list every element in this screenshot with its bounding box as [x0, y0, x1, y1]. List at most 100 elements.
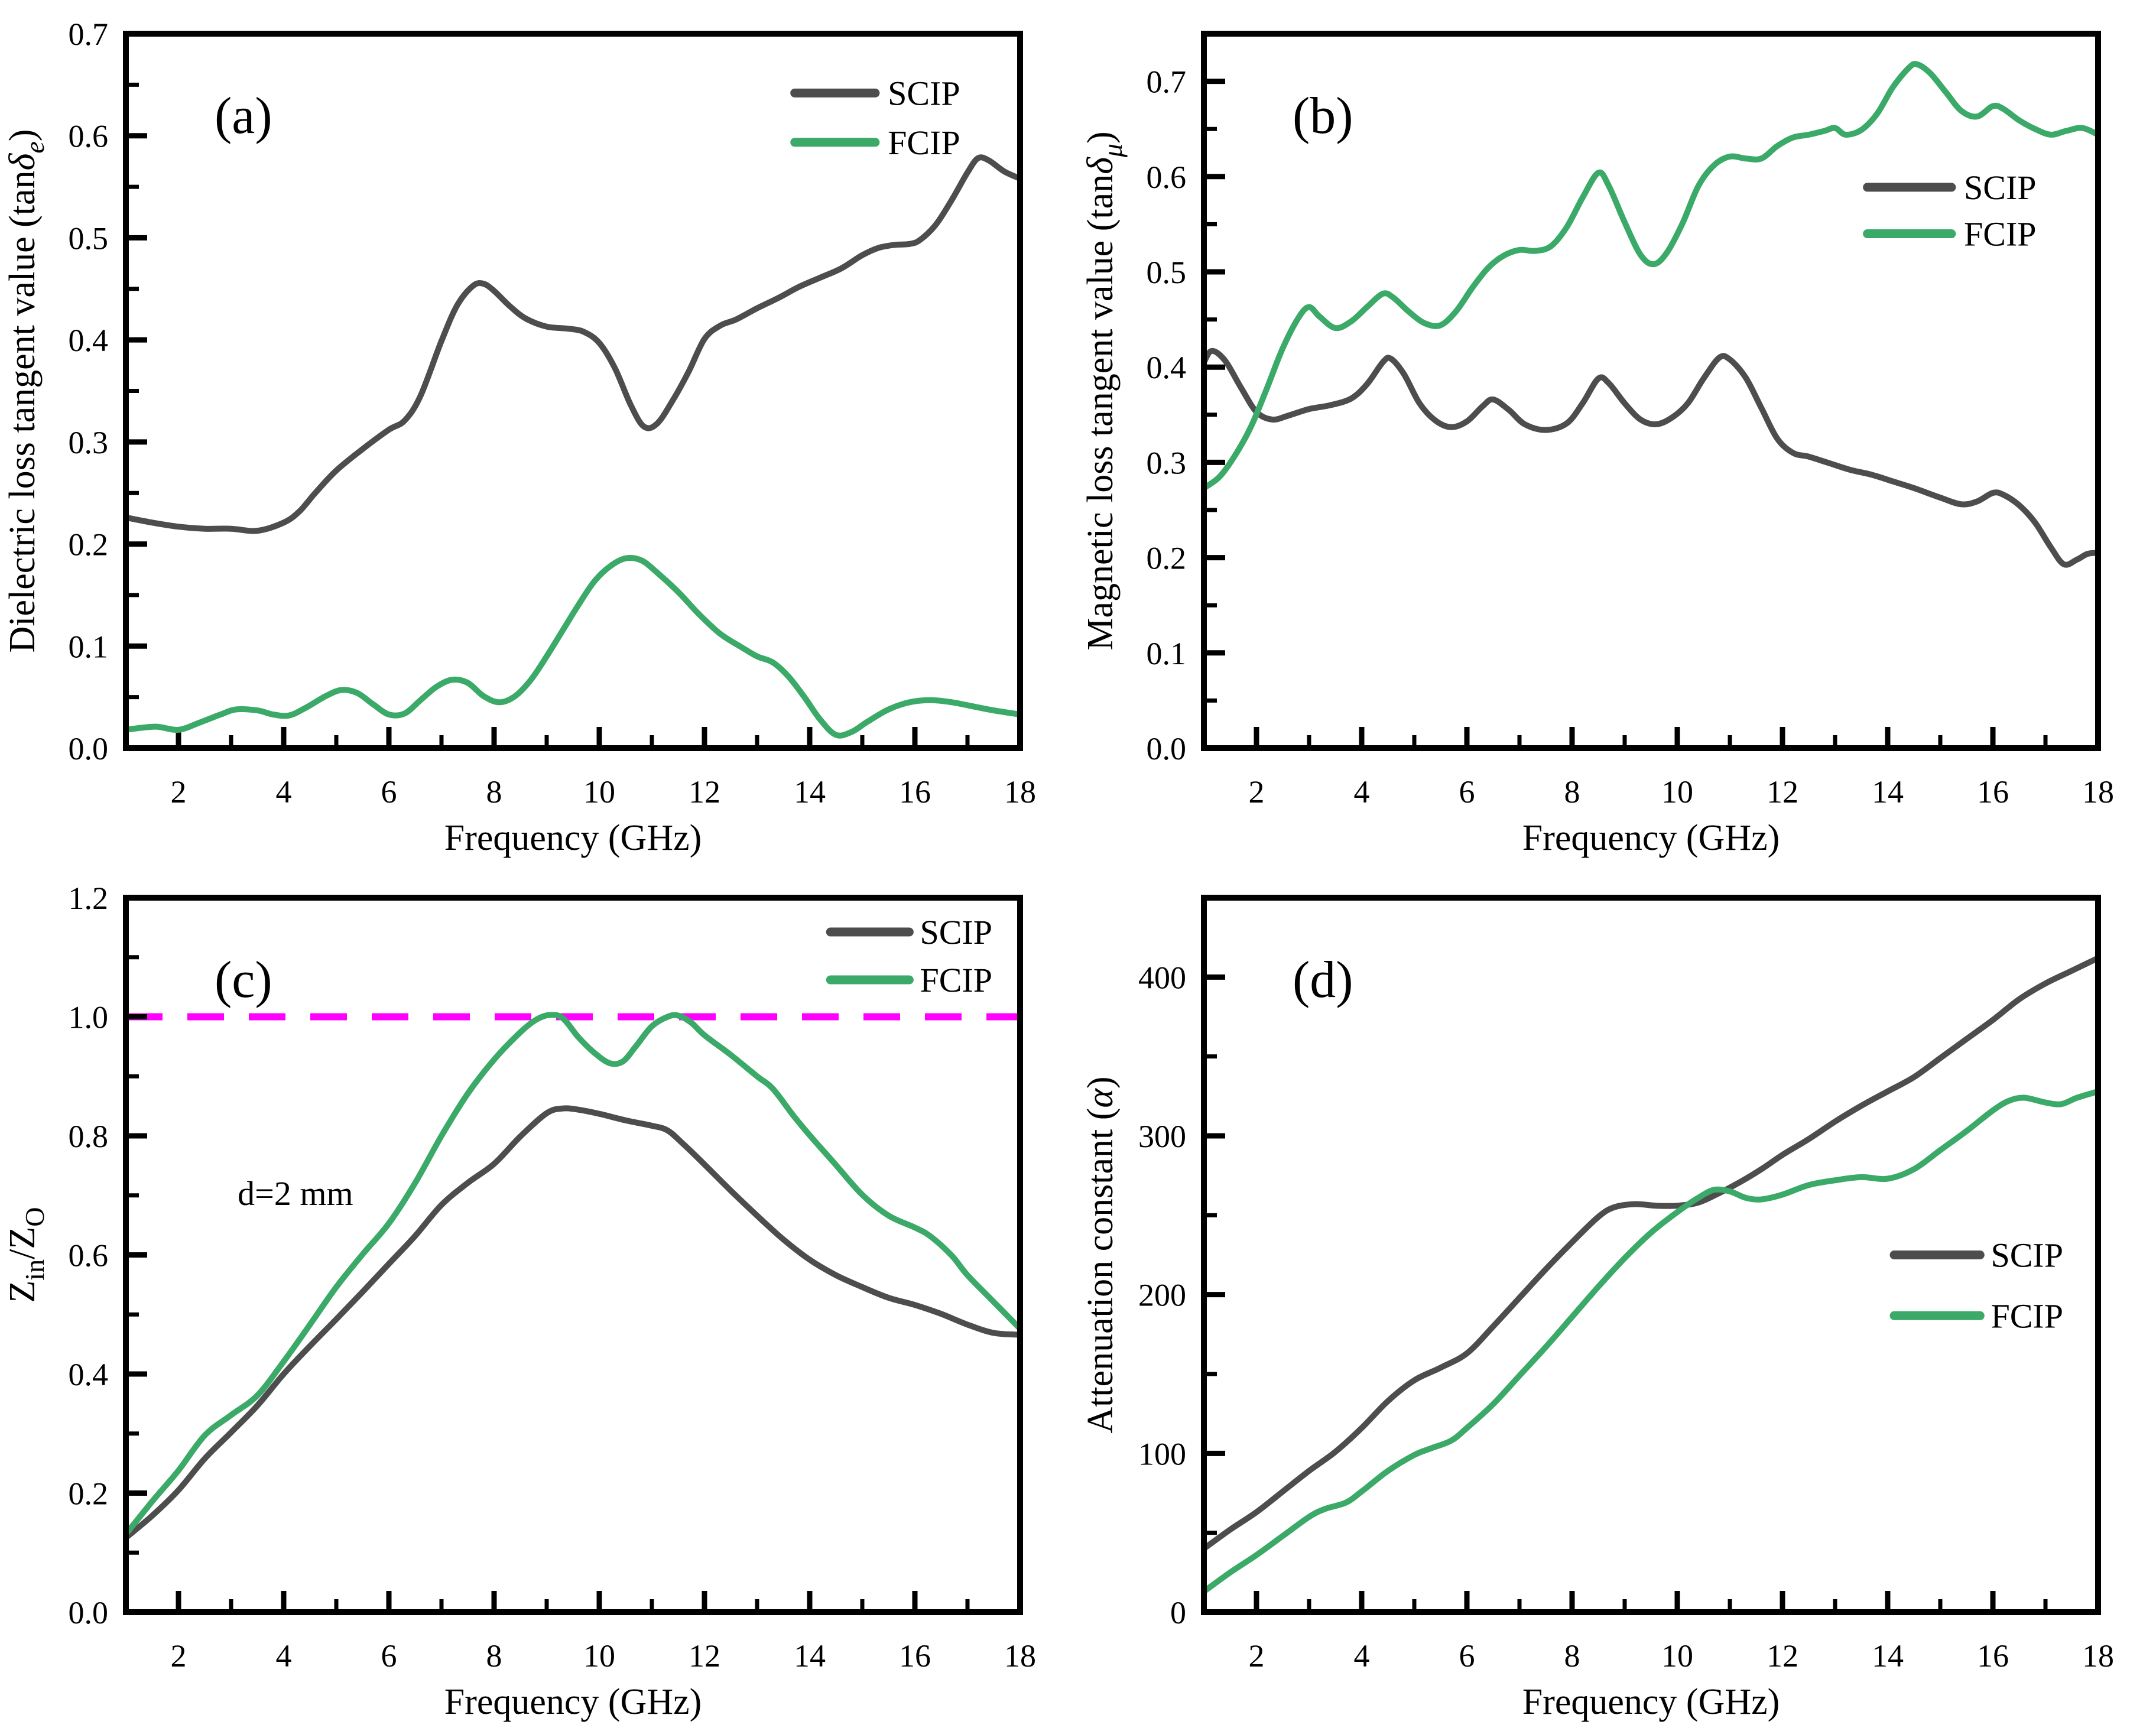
y-tick-label: 0.4: [69, 323, 109, 358]
series-line-scip: [1201, 347, 2101, 568]
x-tick-label: 4: [1354, 1638, 1370, 1674]
legend-item-fcip: FCIP: [1863, 215, 2037, 254]
x-tick-label: 16: [899, 1638, 931, 1674]
x-tick-label: 18: [1004, 774, 1036, 810]
x-tick-label: 6: [1459, 774, 1475, 810]
legend-label: SCIP: [1991, 1236, 2063, 1275]
panel-a: 2 4 6 8 10 12 14 16 18 0.0 0.1 0.2 0.3 0.4 0.5 0.6 0.7 (a…: [0, 0, 1078, 864]
x-tick-label: 2: [1249, 1638, 1265, 1674]
panel-tag: (c): [215, 951, 272, 1009]
panel-c: 2 4 6 8 10 12 14 16 18 0.0 0.2 0.4 0.6 0.8 1.0 1.2 (c) Fr…: [0, 864, 1078, 1728]
x-axis-ticks: 2 4 6 8 10 12 14 16 18: [171, 1591, 1036, 1674]
y-tick-label: 0.5: [69, 220, 109, 256]
annotation-thickness: d=2 mm: [238, 1174, 353, 1213]
y-tick-label: 0.0: [69, 1595, 109, 1630]
y-tick-label: 100: [1138, 1436, 1186, 1472]
y-tick-label: 0.4: [69, 1357, 109, 1392]
legend-label: SCIP: [888, 74, 960, 112]
x-tick-label: 8: [1564, 774, 1580, 810]
legend-item-scip: SCIP: [790, 74, 960, 112]
x-tick-label: 10: [1661, 774, 1693, 810]
y-axis-title: Attenuation constant (α): [1080, 1076, 1121, 1433]
series-line-fcip: [1201, 61, 2101, 491]
y-tick-label: 400: [1138, 960, 1186, 995]
x-tick-label: 2: [171, 774, 187, 810]
legend-label: FCIP: [920, 961, 993, 999]
legend-label: FCIP: [1991, 1297, 2063, 1335]
x-tick-label: 6: [381, 1638, 397, 1674]
series-line-scip: [123, 1105, 1023, 1541]
y-tick-label: 300: [1138, 1119, 1186, 1154]
axes-frame: [123, 31, 1023, 751]
legend-item-scip: SCIP: [826, 913, 993, 951]
x-tick-label: 18: [2082, 1638, 2114, 1674]
panel-b: 2 4 6 8 10 12 14 16 18 0.0 0.1 0.2 0.3 0.4 0.5 0.6 0.7 (b…: [1078, 0, 2156, 864]
chart-a-dielectric-loss: 2 4 6 8 10 12 14 16 18 0.0 0.1 0.2 0.3 0.4 0.5 0.6 0.7 (a…: [2, 17, 1036, 858]
legend-label: FCIP: [1964, 215, 2037, 254]
x-axis-ticks: 2 4 6 8 10 12 14 16 18: [1249, 1591, 2114, 1674]
x-axis-title: Frequency (GHz): [1522, 1682, 1780, 1722]
x-tick-label: 16: [899, 774, 931, 810]
legend-item-fcip: FCIP: [790, 124, 960, 162]
y-tick-label: 1.2: [69, 881, 109, 916]
legend-item-fcip: FCIP: [1889, 1297, 2063, 1335]
legend-label: SCIP: [920, 913, 993, 951]
x-tick-label: 2: [171, 1638, 187, 1674]
x-tick-label: 6: [1459, 1638, 1475, 1674]
x-axis-ticks: 2 4 6 8 10 12 14 16 18: [171, 727, 1036, 810]
y-tick-label: 0.0: [1147, 731, 1187, 766]
y-tick-label: 0.7: [69, 17, 109, 52]
y-tick-label: 0.0: [69, 731, 109, 766]
x-axis-title: Frequency (GHz): [444, 1682, 702, 1722]
legend-item-scip: SCIP: [1889, 1236, 2063, 1275]
x-tick-label: 12: [689, 1638, 720, 1674]
panel-tag: (a): [215, 87, 272, 145]
x-tick-label: 16: [1977, 774, 2009, 810]
chart-c-impedance-matching: 2 4 6 8 10 12 14 16 18 0.0 0.2 0.4 0.6 0.8 1.0 1.2 (c) Fr…: [2, 881, 1036, 1722]
y-tick-label: 0.6: [1147, 160, 1187, 195]
legend-item-fcip: FCIP: [826, 961, 993, 999]
x-tick-label: 10: [583, 774, 615, 810]
y-axis-title: Magnetic loss tangent value (tanδμ): [1080, 131, 1128, 650]
x-tick-label: 12: [1767, 774, 1798, 810]
y-tick-label: 0.8: [69, 1119, 109, 1154]
series-line-scip: [123, 154, 1023, 534]
x-tick-label: 18: [2082, 774, 2114, 810]
legend: SCIP FCIP: [1863, 168, 2037, 254]
y-tick-label: 0.4: [1147, 350, 1187, 385]
x-tick-label: 8: [1564, 1638, 1580, 1674]
x-tick-label: 12: [689, 774, 720, 810]
chart-d-attenuation-constant: 2 4 6 8 10 12 14 16 18 0 100 200 300 400 (d) Frequency …: [1080, 895, 2114, 1722]
y-tick-label: 0.2: [69, 527, 109, 563]
x-axis-title: Frequency (GHz): [1522, 818, 1780, 858]
y-tick-label: 0.1: [1147, 636, 1187, 671]
panel-d: 2 4 6 8 10 12 14 16 18 0 100 200 300 400 (d) Frequency …: [1078, 864, 2156, 1728]
y-axis-title: Dielectric loss tangent value (tanδe): [2, 129, 50, 653]
x-tick-label: 10: [583, 1638, 615, 1674]
x-tick-label: 8: [486, 1638, 502, 1674]
x-tick-label: 8: [486, 774, 502, 810]
x-tick-label: 4: [1354, 774, 1370, 810]
x-tick-label: 14: [1872, 774, 1904, 810]
legend: SCIP FCIP: [826, 913, 993, 999]
y-axis-ticks: 0 100 200 300 400: [1138, 960, 1225, 1630]
legend-item-scip: SCIP: [1863, 168, 2037, 207]
series-line-scip: [1201, 955, 2101, 1552]
y-tick-label: 0.2: [1147, 541, 1187, 576]
x-tick-label: 14: [794, 774, 826, 810]
x-tick-label: 10: [1661, 1638, 1693, 1674]
x-tick-label: 4: [276, 1638, 292, 1674]
y-tick-label: 0.3: [1147, 445, 1187, 480]
x-tick-label: 16: [1977, 1638, 2009, 1674]
x-tick-label: 14: [1872, 1638, 1904, 1674]
x-axis-ticks: 2 4 6 8 10 12 14 16 18: [1249, 727, 2114, 810]
y-axis-ticks: 0.0 0.2 0.4 0.6 0.8 1.0 1.2: [69, 881, 147, 1630]
x-tick-label: 12: [1767, 1638, 1798, 1674]
y-tick-label: 0.5: [1147, 255, 1187, 290]
x-tick-label: 4: [276, 774, 292, 810]
legend-label: FCIP: [888, 124, 960, 162]
x-tick-label: 6: [381, 774, 397, 810]
series-line-fcip: [123, 1012, 1023, 1537]
y-axis-title: Zin/ZO: [2, 1207, 50, 1303]
